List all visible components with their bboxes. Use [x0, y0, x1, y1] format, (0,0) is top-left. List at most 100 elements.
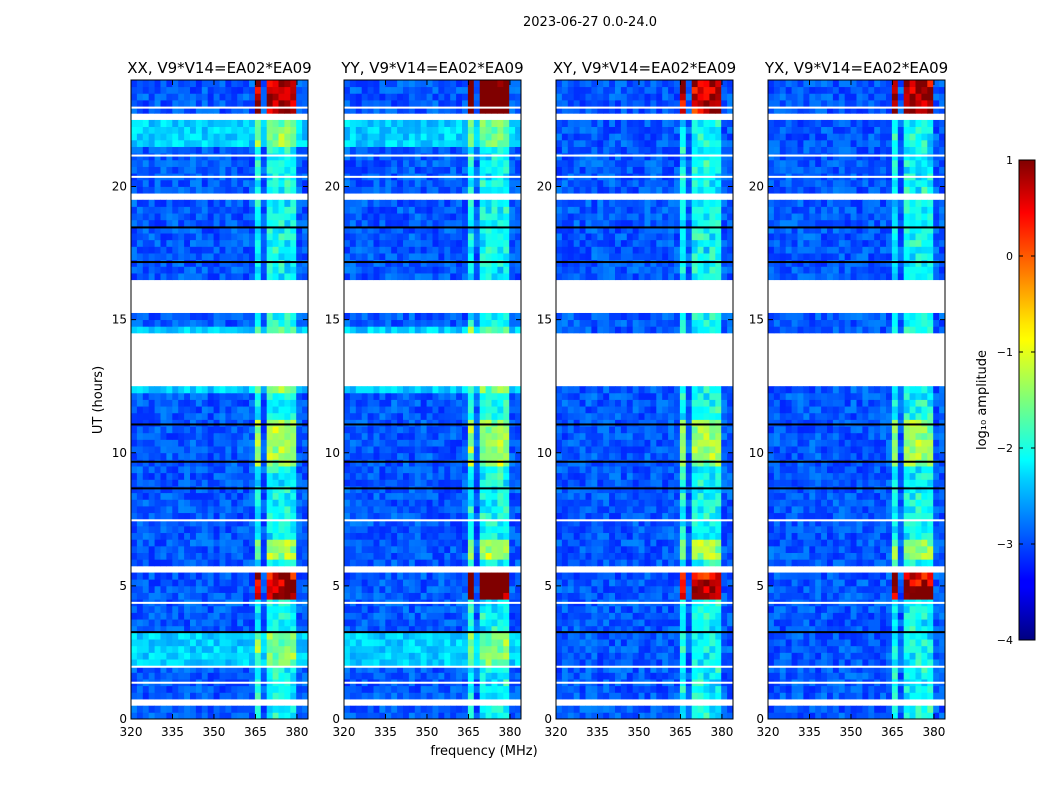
heatmap-cell [172, 486, 179, 494]
heatmap-cell [243, 246, 250, 254]
heatmap-cell [184, 612, 191, 620]
heatmap-cell [491, 506, 498, 514]
heatmap-cell [503, 253, 510, 261]
heatmap-cell [414, 492, 422, 500]
heatmap-cell [491, 179, 498, 187]
heatmap-cell [615, 705, 622, 713]
heatmap-cell [148, 432, 155, 440]
heatmap-cell [344, 705, 351, 713]
heatmap-cell [136, 326, 144, 334]
heatmap-cell [231, 219, 238, 227]
heatmap-cell [344, 133, 351, 141]
heatmap-cell [148, 106, 155, 114]
heatmap-cell [491, 452, 498, 460]
heatmap-cell [254, 99, 262, 108]
heatmap-cell [456, 519, 463, 527]
heatmap-cell [148, 179, 155, 187]
heatmap-cell [438, 139, 445, 147]
heatmap-cell [166, 665, 173, 673]
heatmap-cell [367, 199, 374, 207]
heatmap-cell [260, 672, 268, 680]
heatmap-cell [237, 446, 244, 454]
heatmap-cell [444, 712, 451, 720]
heatmap-cell [302, 585, 309, 593]
heatmap-cell [715, 712, 722, 720]
heatmap-cell [278, 705, 285, 713]
heatmap-cell [195, 539, 203, 547]
heatmap-cell [243, 645, 250, 653]
heatmap-cell [367, 672, 374, 680]
heatmap-cell [456, 199, 463, 207]
heatmap-cell [414, 419, 422, 427]
heatmap-cell [397, 106, 404, 114]
heatmap-cell [160, 146, 167, 154]
heatmap-cell [414, 486, 422, 494]
heatmap-cell [195, 665, 203, 673]
heatmap-cell [296, 406, 303, 414]
heatmap-cell [497, 253, 504, 261]
heatmap-cell [503, 319, 510, 327]
heatmap-cell [485, 705, 492, 713]
heatmap-cell [473, 519, 481, 527]
heatmap-cell [397, 685, 404, 693]
heatmap-cell [272, 612, 279, 620]
heatmap-cell [219, 266, 226, 274]
heatmap-cell [397, 612, 404, 620]
heatmap-cell [462, 126, 469, 134]
heatmap-cell [479, 246, 486, 254]
heatmap-cell [207, 153, 214, 161]
heatmap-cell [426, 579, 433, 587]
heatmap-cell [290, 459, 297, 467]
heatmap-cell [450, 572, 457, 580]
heatmap-cell [420, 139, 427, 147]
heatmap-cell [491, 233, 498, 241]
heatmap-cell [515, 472, 522, 480]
heatmap-cell [278, 219, 285, 227]
heatmap-cell [284, 206, 291, 214]
heatmap-cell [284, 552, 291, 560]
heatmap-cell [479, 133, 486, 141]
heatmap-cell [367, 605, 374, 613]
heatmap-cell [373, 119, 380, 127]
heatmap-cell [344, 406, 351, 414]
heatmap-cell [432, 446, 439, 454]
heatmap-cell [479, 685, 486, 693]
heatmap-cell [142, 239, 150, 247]
heatmap-cell [456, 559, 463, 567]
heatmap-cell [414, 552, 422, 560]
heatmap-cell [166, 625, 173, 633]
heatmap-cell [379, 419, 386, 427]
heatmap-cell [432, 579, 439, 587]
heatmap-cell [172, 146, 179, 154]
heatmap-cell [385, 579, 392, 587]
heatmap-cell [190, 86, 197, 94]
heatmap-cell [408, 186, 416, 194]
heatmap-cell [367, 692, 374, 700]
heatmap-cell [213, 446, 220, 454]
heatmap-cell [225, 659, 232, 667]
heatmap-cell [367, 86, 374, 94]
heatmap-cell [408, 326, 416, 334]
heatmap-cell [166, 226, 173, 234]
heatmap-cell [178, 492, 185, 500]
heatmap-cell [160, 472, 167, 480]
heatmap-cell [154, 133, 161, 141]
heatmap-cell [497, 426, 504, 434]
heatmap-cell [397, 545, 404, 553]
heatmap-cell [367, 253, 374, 261]
heatmap-cell [467, 239, 475, 247]
heatmap-cell [515, 532, 522, 540]
heatmap-cell [515, 119, 522, 127]
heatmap-cell [367, 186, 374, 194]
heatmap-cell [444, 126, 451, 134]
heatmap-cell [160, 326, 167, 334]
heatmap-cell [184, 685, 191, 693]
heatmap-cell [385, 312, 392, 321]
heatmap-cell [355, 159, 363, 167]
heatmap-cell [207, 406, 214, 414]
heatmap-cell [456, 159, 463, 167]
heatmap-cell [379, 612, 386, 620]
heatmap-cell [207, 525, 214, 534]
heatmap-cell [515, 219, 522, 227]
heatmap-cell [361, 186, 368, 194]
